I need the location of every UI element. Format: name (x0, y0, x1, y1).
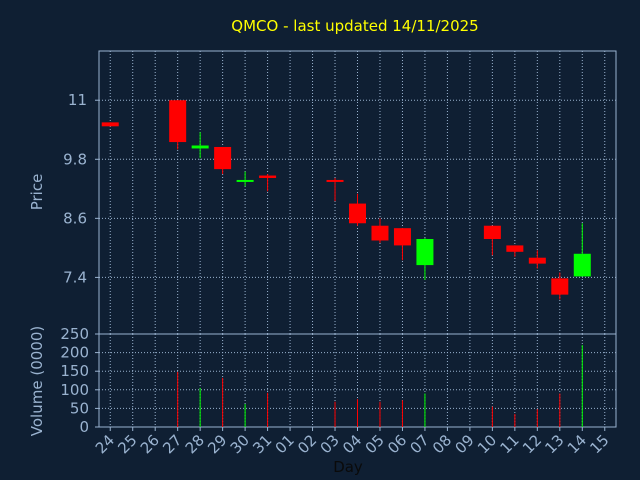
candle-body (551, 278, 569, 295)
candle-body (259, 175, 277, 178)
price-tick-label: 7.4 (63, 268, 87, 286)
candle-body (393, 228, 411, 246)
price-tick-label: 8.6 (63, 209, 87, 227)
candle-body (191, 145, 209, 149)
volume-bars (177, 345, 583, 427)
x-axis-label: Day (333, 458, 363, 476)
candle-body (236, 179, 254, 182)
candle-body (101, 122, 119, 127)
volume-tick-label: 50 (70, 399, 89, 417)
candle-body (326, 179, 344, 182)
chart-title: QMCO - last updated 14/11/2025 (231, 17, 478, 35)
candles (101, 100, 591, 300)
candle-body (169, 100, 187, 143)
volume-tick-label: 250 (60, 325, 89, 343)
price-axis-label: Price (28, 174, 46, 211)
candle-body (214, 146, 232, 170)
candle-body (349, 203, 366, 224)
volume-tick-label: 0 (79, 418, 89, 436)
candle-body (506, 245, 524, 252)
volume-tick-label: 100 (60, 381, 89, 399)
candle-body (528, 257, 546, 264)
candle-body (483, 225, 501, 240)
volume-axis-label: Volume (0000) (28, 326, 46, 436)
candle-body (573, 253, 591, 277)
candle-body (371, 225, 389, 241)
grid-lines (99, 51, 616, 427)
price-y-ticks: 7.4 8.6 9.8 11 (63, 91, 99, 286)
x-tick-label: 15 (586, 431, 612, 457)
price-tick-label: 9.8 (63, 150, 87, 168)
x-tick-labels: 2425262728293031010203040506070809101112… (92, 427, 613, 457)
candle-body (416, 239, 434, 266)
volume-tick-label: 150 (60, 362, 89, 380)
volume-tick-label: 200 (60, 344, 89, 362)
price-tick-label: 11 (68, 91, 87, 109)
